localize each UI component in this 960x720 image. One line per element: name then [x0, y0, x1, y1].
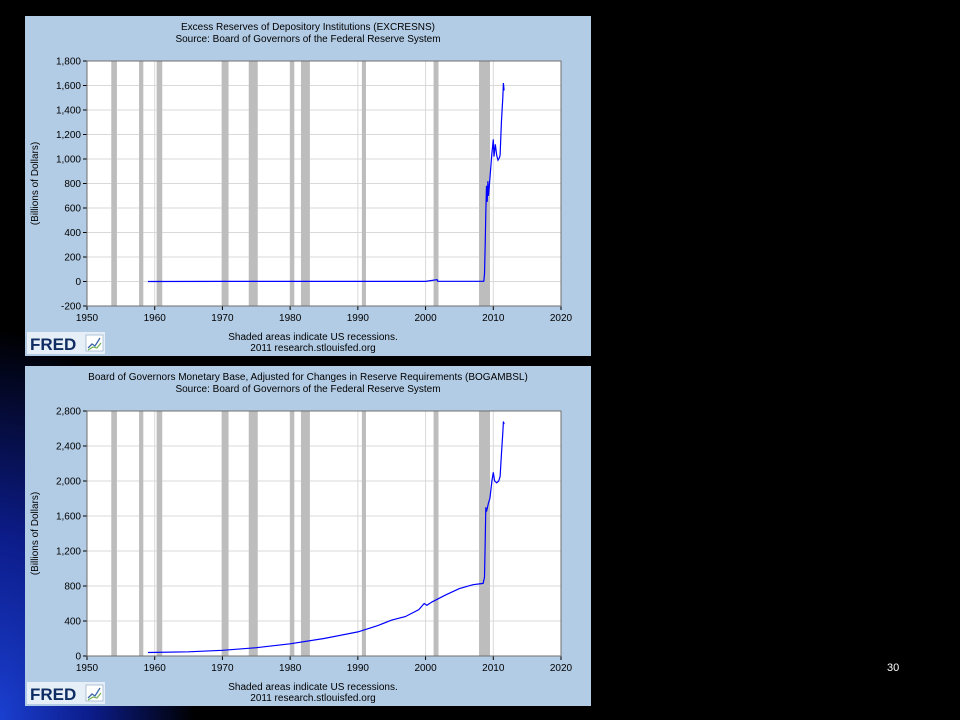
recession-band-overlay [221, 61, 229, 306]
recession-band-overlay [221, 411, 229, 656]
x-tick-label: 2020 [550, 663, 573, 674]
x-tick-label: 1960 [144, 313, 167, 324]
recession-band-overlay [156, 411, 163, 656]
chart-excess-reserves: Excess Reserves of Depository Institutio… [25, 16, 591, 356]
y-tick-label: 2,000 [56, 477, 81, 488]
y-tick-label: 600 [64, 204, 81, 215]
x-tick-label: 1960 [144, 663, 167, 674]
recession-band-overlay [111, 61, 117, 306]
x-tick-label: 1990 [347, 663, 370, 674]
y-tick-label: 1,600 [56, 81, 81, 92]
recession-band-overlay [111, 411, 117, 656]
y-tick-label: 1,000 [56, 155, 81, 166]
recession-band-overlay [248, 411, 258, 656]
y-tick-label: 1,200 [56, 130, 81, 141]
x-tick-label: 1950 [76, 313, 99, 324]
x-tick-label: 1990 [347, 313, 370, 324]
fred-logo-chart-line2 [87, 342, 102, 351]
fred-logo-text: FRED [30, 335, 76, 354]
recession-band-overlay [479, 411, 490, 656]
x-tick-label: 1980 [279, 313, 302, 324]
monetary-base-svg: Board of Governors Monetary Base, Adjust… [27, 372, 573, 704]
slide-number: 30 [887, 662, 900, 674]
recession-band-overlay [433, 61, 439, 306]
y-tick-label: -200 [61, 302, 81, 313]
footer-source: 2011 research.stlouisfed.org [250, 693, 375, 704]
x-tick-label: 2010 [482, 663, 505, 674]
fred-logo: FRED [27, 682, 105, 704]
x-tick-label: 2020 [550, 313, 573, 324]
y-tick-label: 800 [64, 179, 81, 190]
recession-band-overlay [433, 411, 439, 656]
fred-logo-bg [27, 682, 105, 704]
fred-logo-chart-line [87, 337, 101, 349]
y-tick-label: 0 [75, 652, 81, 663]
y-tick-label: 1,800 [56, 57, 81, 68]
y-tick-label: 0 [75, 277, 81, 288]
recession-band-overlay [300, 61, 310, 306]
x-tick-label: 2010 [482, 313, 505, 324]
y-axis-label: (Billions of Dollars) [30, 492, 41, 575]
recession-band-overlay [156, 61, 163, 306]
recession-band-overlay [139, 61, 144, 306]
y-tick-label: 1,400 [56, 106, 81, 117]
recession-band-overlay [290, 61, 295, 306]
y-tick-label: 1,200 [56, 547, 81, 558]
fred-logo-chart-line [87, 687, 101, 699]
y-axis-label: (Billions of Dollars) [30, 142, 41, 225]
recession-band-overlay [300, 411, 310, 656]
plot-border [86, 410, 562, 657]
series-line [147, 421, 505, 654]
plot-border [86, 60, 562, 307]
y-tick-label: 400 [64, 228, 81, 239]
recession-band-overlay [139, 411, 144, 656]
y-tick-label: 1,600 [56, 512, 81, 523]
y-tick-label: 2,800 [56, 407, 81, 418]
chart-subtitle: Source: Board of Governors of the Federa… [175, 384, 440, 395]
fred-logo-bg [27, 332, 105, 354]
chart-title: Board of Governors Monetary Base, Adjust… [88, 372, 528, 383]
chart-monetary-base: Board of Governors Monetary Base, Adjust… [25, 366, 591, 706]
fred-logo: FRED [27, 332, 105, 354]
fred-logo-chart-line2 [87, 692, 102, 701]
y-tick-label: 2,400 [56, 442, 81, 453]
x-tick-label: 2000 [414, 313, 437, 324]
series-line [147, 82, 505, 283]
y-tick-label: 800 [64, 582, 81, 593]
y-tick-label: 200 [64, 253, 81, 264]
y-tick-label: 400 [64, 617, 81, 628]
excess-reserves-svg: Excess Reserves of Depository Institutio… [27, 22, 573, 354]
footer-note: Shaded areas indicate US recessions. [228, 332, 398, 343]
recession-band-overlay [361, 61, 366, 306]
recession-band-overlay [248, 61, 258, 306]
footer-source: 2011 research.stlouisfed.org [250, 343, 375, 354]
x-tick-label: 1970 [211, 663, 234, 674]
recession-band-overlay [361, 411, 366, 656]
chart-title: Excess Reserves of Depository Institutio… [181, 22, 435, 33]
chart-subtitle: Source: Board of Governors of the Federa… [175, 34, 440, 45]
x-tick-label: 1980 [279, 663, 302, 674]
x-tick-label: 1970 [211, 313, 234, 324]
x-tick-label: 2000 [414, 663, 437, 674]
recession-band-overlay [290, 411, 295, 656]
x-tick-label: 1950 [76, 663, 99, 674]
fred-logo-text: FRED [30, 685, 76, 704]
footer-note: Shaded areas indicate US recessions. [228, 682, 398, 693]
recession-band-overlay [479, 61, 490, 306]
